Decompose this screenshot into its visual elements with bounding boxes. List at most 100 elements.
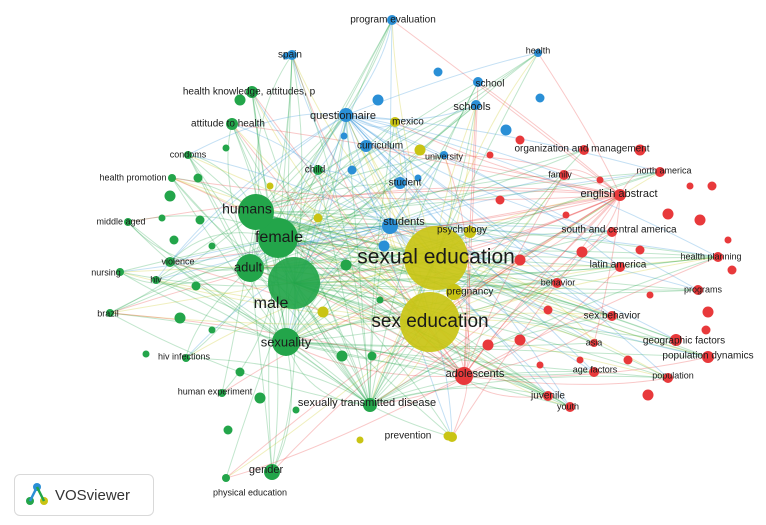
node-sex-education[interactable] bbox=[400, 292, 460, 352]
label-org-management: organization and management bbox=[514, 144, 649, 155]
node-latin-america[interactable] bbox=[615, 262, 625, 272]
link-english-abstract-brazil bbox=[109, 194, 621, 314]
unlabeled-node bbox=[576, 356, 584, 364]
node-population[interactable] bbox=[663, 373, 673, 383]
link-std-hiv-infections bbox=[185, 357, 371, 406]
node-female[interactable] bbox=[258, 218, 298, 258]
link-female-school bbox=[277, 81, 479, 239]
link-sexuality-english-abstract bbox=[285, 194, 621, 343]
node-program-evaluation[interactable] bbox=[387, 15, 397, 25]
label-family: family bbox=[548, 169, 572, 179]
link-std-sex-behavior bbox=[369, 315, 613, 406]
node-programs[interactable] bbox=[693, 285, 703, 295]
link-female-program-evaluation bbox=[277, 19, 393, 239]
node-spain[interactable] bbox=[287, 50, 297, 60]
link-std-school bbox=[369, 81, 479, 406]
unlabeled-node bbox=[372, 94, 384, 106]
node-hiv-infections[interactable] bbox=[182, 354, 190, 362]
label-student: student bbox=[389, 178, 422, 189]
node-age-factors[interactable] bbox=[589, 367, 599, 377]
node-geographic-factors[interactable] bbox=[670, 334, 682, 346]
link-questionnaire-sex-behavior bbox=[345, 114, 613, 317]
node-violence[interactable] bbox=[165, 257, 175, 267]
unlabeled-node bbox=[536, 361, 544, 369]
node-hiv[interactable] bbox=[152, 276, 160, 284]
node-juvenile[interactable] bbox=[543, 391, 553, 401]
node-student[interactable] bbox=[394, 177, 406, 189]
node-asia[interactable] bbox=[590, 339, 598, 347]
unlabeled-node bbox=[356, 436, 364, 444]
node-sexuality[interactable] bbox=[272, 328, 300, 356]
node-population-dynamics[interactable] bbox=[702, 351, 714, 363]
node-pregnancy[interactable] bbox=[446, 284, 462, 300]
node-mexico[interactable] bbox=[390, 117, 400, 127]
node-north-america[interactable] bbox=[655, 167, 665, 177]
label-psychology: psychology bbox=[437, 225, 487, 236]
link-students-north-america bbox=[389, 171, 661, 227]
node-school[interactable] bbox=[473, 77, 483, 87]
unlabeled-node bbox=[535, 93, 545, 103]
node-curriculum[interactable] bbox=[360, 140, 372, 152]
link-questionnaire-schools bbox=[345, 104, 477, 120]
node-family[interactable] bbox=[559, 170, 569, 180]
node-attitude-to-health[interactable] bbox=[226, 118, 238, 130]
link-questionnaire-hiv bbox=[155, 114, 347, 281]
unlabeled-node bbox=[174, 312, 186, 324]
node-health-promotion[interactable] bbox=[168, 174, 176, 182]
link-students-adult bbox=[249, 225, 391, 269]
node-sex-behavior[interactable] bbox=[607, 311, 617, 321]
node-gender[interactable] bbox=[264, 464, 280, 480]
node-health[interactable] bbox=[534, 49, 542, 57]
link-male-population bbox=[293, 282, 669, 379]
node-physical-education[interactable] bbox=[222, 474, 230, 482]
node-health-knowledge[interactable] bbox=[246, 86, 258, 98]
link-humans-health bbox=[255, 52, 539, 213]
link-adult-health-knowledge bbox=[249, 91, 260, 269]
node-nursing[interactable] bbox=[116, 268, 124, 276]
node-youth[interactable] bbox=[565, 402, 575, 412]
node-human-experiment[interactable] bbox=[218, 389, 226, 397]
link-sexuality-youth bbox=[285, 341, 571, 408]
node-psychology[interactable] bbox=[464, 226, 476, 238]
node-layer[interactable] bbox=[106, 15, 723, 482]
node-adolescents[interactable] bbox=[455, 367, 473, 385]
node-students[interactable] bbox=[382, 218, 398, 234]
node-behavior[interactable] bbox=[552, 278, 562, 288]
link-questionnaire-condoms bbox=[187, 113, 347, 156]
node-schools[interactable] bbox=[471, 100, 481, 110]
link-female-human-experiment bbox=[221, 237, 279, 394]
node-south-central-america[interactable] bbox=[607, 227, 617, 237]
node-university[interactable] bbox=[440, 151, 448, 159]
link-male-health bbox=[293, 52, 539, 284]
node-humans[interactable] bbox=[238, 194, 274, 230]
unlabeled-node bbox=[340, 259, 352, 271]
node-std[interactable] bbox=[363, 398, 377, 412]
node-org-management[interactable] bbox=[579, 145, 589, 155]
link-humans-student bbox=[255, 182, 401, 213]
label-mexico: mexico bbox=[392, 117, 424, 128]
node-sexual-education[interactable] bbox=[404, 226, 468, 290]
label-brazil: brazil bbox=[97, 308, 119, 318]
link-female-health-planning bbox=[277, 237, 719, 259]
node-prevention[interactable] bbox=[447, 432, 457, 442]
label-hiv-infections: hiv infections bbox=[158, 351, 211, 361]
link-adult-org-management bbox=[249, 149, 585, 269]
link-adolescents-sexuality bbox=[285, 341, 465, 377]
node-condoms[interactable] bbox=[184, 151, 192, 159]
label-male: male bbox=[254, 295, 289, 312]
node-male[interactable] bbox=[268, 257, 320, 309]
node-adult[interactable] bbox=[236, 254, 264, 282]
label-humans: humans bbox=[222, 201, 272, 217]
link-layer bbox=[109, 19, 719, 479]
label-adolescents: adolescents bbox=[446, 368, 505, 380]
node-brazil[interactable] bbox=[106, 309, 114, 317]
node-middle-aged[interactable] bbox=[124, 218, 132, 226]
node-child[interactable] bbox=[313, 165, 323, 175]
node-health-planning[interactable] bbox=[713, 252, 723, 262]
node-english-abstract[interactable] bbox=[614, 189, 626, 201]
node-questionnaire[interactable] bbox=[339, 108, 353, 122]
link-questionnaire-family bbox=[345, 114, 565, 176]
unlabeled-node bbox=[724, 236, 732, 244]
